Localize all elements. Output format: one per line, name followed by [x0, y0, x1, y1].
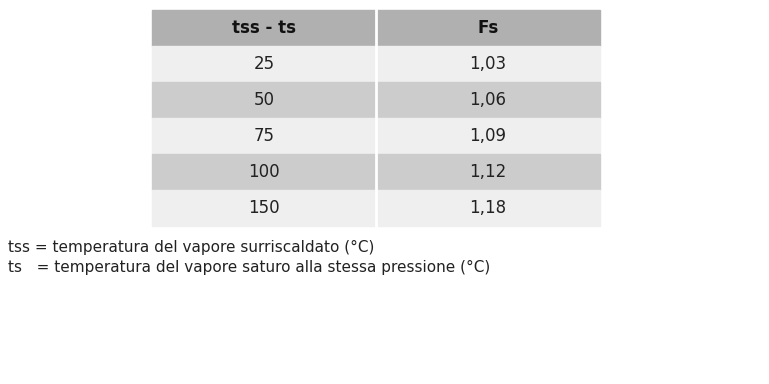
Text: ts   = temperatura del vapore saturo alla stessa pressione (°C): ts = temperatura del vapore saturo alla … [8, 260, 491, 275]
Bar [152, 154, 600, 190]
Text: tss = temperatura del vapore surriscaldato (°C): tss = temperatura del vapore surriscalda… [8, 240, 375, 255]
Text: 100: 100 [248, 163, 280, 181]
Text: 50: 50 [254, 91, 275, 109]
Text: 1,06: 1,06 [470, 91, 507, 109]
Text: 1,12: 1,12 [469, 163, 507, 181]
Text: 150: 150 [248, 199, 280, 217]
Text: 1,18: 1,18 [469, 199, 507, 217]
Text: 25: 25 [254, 55, 275, 73]
Bar [152, 190, 600, 226]
Text: 1,09: 1,09 [470, 127, 507, 145]
Text: 1,03: 1,03 [469, 55, 507, 73]
Text: 75: 75 [254, 127, 275, 145]
Bar [152, 118, 600, 154]
Bar [152, 10, 600, 46]
Bar [152, 82, 600, 118]
Text: Fs: Fs [478, 19, 498, 37]
Text: tss - ts: tss - ts [232, 19, 296, 37]
Bar [152, 46, 600, 82]
